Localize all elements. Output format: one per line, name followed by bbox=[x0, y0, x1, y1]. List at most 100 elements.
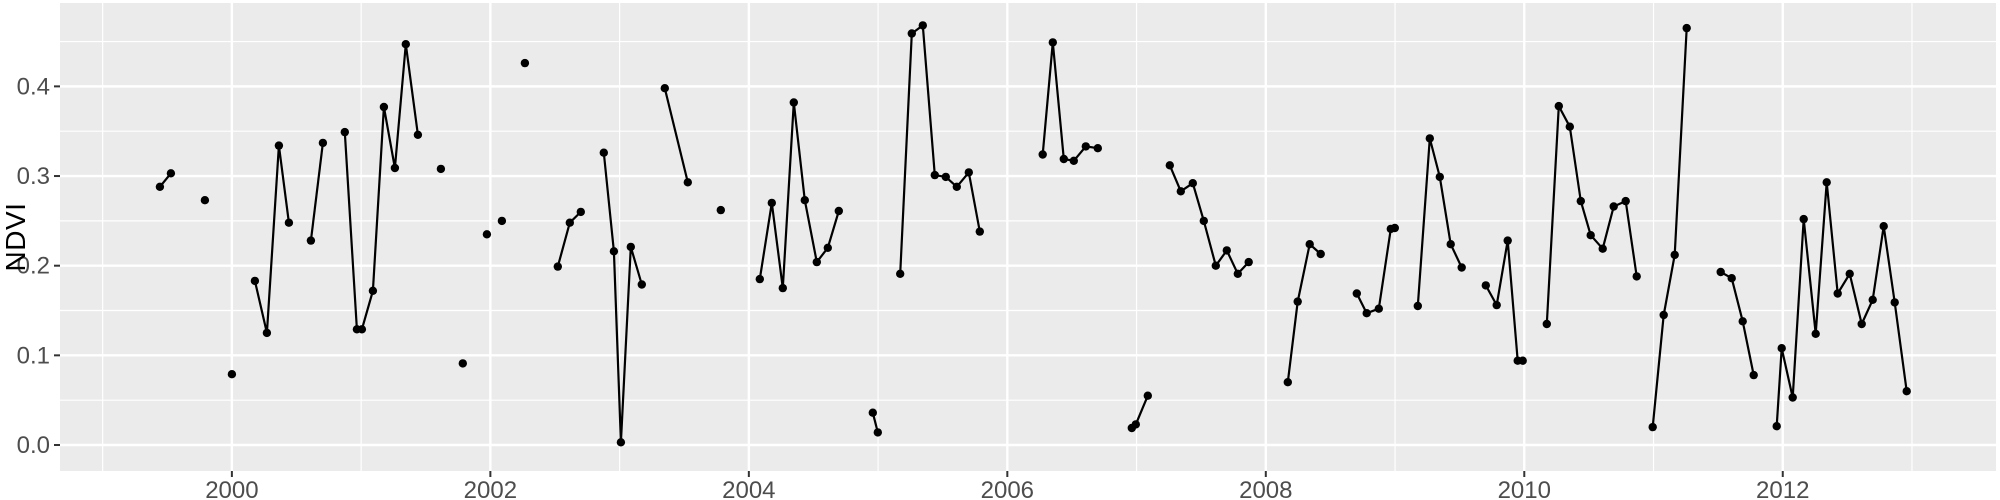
data-point bbox=[599, 148, 608, 157]
data-point bbox=[166, 169, 176, 178]
data-point bbox=[1902, 387, 1911, 396]
data-point bbox=[1435, 172, 1445, 182]
data-point bbox=[1446, 240, 1455, 249]
data-point bbox=[964, 168, 973, 177]
data-point bbox=[1305, 240, 1314, 249]
data-point bbox=[609, 247, 619, 256]
data-series-segment bbox=[663, 87, 689, 183]
data-point bbox=[1845, 269, 1854, 278]
data-point bbox=[227, 370, 237, 379]
data-point bbox=[1503, 236, 1512, 245]
data-point bbox=[1554, 101, 1564, 111]
plot-panel bbox=[60, 3, 1996, 471]
data-point bbox=[520, 58, 530, 68]
data-point bbox=[1165, 161, 1175, 170]
data-point bbox=[1518, 356, 1527, 365]
data-point bbox=[930, 170, 939, 180]
data-point bbox=[1244, 257, 1253, 267]
data-point bbox=[1413, 301, 1423, 311]
x-tick-label: 2006 bbox=[981, 477, 1034, 500]
data-point bbox=[975, 227, 984, 236]
data-point bbox=[482, 230, 492, 239]
data-point bbox=[1188, 179, 1198, 188]
data-point bbox=[155, 182, 165, 191]
data-point bbox=[401, 40, 410, 49]
data-point bbox=[1059, 154, 1069, 164]
data-point bbox=[1293, 297, 1302, 306]
data-point bbox=[1316, 249, 1325, 259]
data-point bbox=[1868, 295, 1877, 304]
data-point bbox=[1199, 216, 1209, 226]
data-point bbox=[1621, 196, 1630, 206]
data-point bbox=[952, 182, 961, 191]
data-point bbox=[1632, 272, 1641, 281]
data-point bbox=[1609, 202, 1618, 211]
data-point bbox=[497, 216, 507, 226]
data-point bbox=[318, 138, 328, 148]
data-point bbox=[660, 84, 669, 93]
data-point bbox=[1857, 319, 1866, 329]
y-tick-label: 0.0 bbox=[17, 432, 50, 459]
data-point bbox=[1648, 422, 1657, 432]
data-point bbox=[1481, 281, 1491, 290]
x-tick-label: 2010 bbox=[1498, 477, 1551, 500]
x-tick-label: 2000 bbox=[205, 477, 258, 500]
data-point bbox=[357, 325, 367, 334]
data-point bbox=[616, 438, 626, 447]
data-point bbox=[576, 207, 585, 217]
data-point bbox=[789, 98, 798, 107]
data-point bbox=[1374, 304, 1384, 313]
data-point bbox=[823, 243, 832, 252]
data-point bbox=[1716, 267, 1725, 277]
data-point bbox=[274, 141, 284, 150]
data-point bbox=[1176, 187, 1186, 196]
data-point bbox=[1598, 244, 1607, 253]
data-point bbox=[1586, 231, 1595, 240]
data-point bbox=[565, 218, 574, 227]
data-point bbox=[1222, 246, 1232, 255]
data-point bbox=[1283, 378, 1293, 387]
data-point bbox=[413, 130, 423, 139]
data-point bbox=[1772, 422, 1781, 431]
data-point bbox=[1727, 274, 1736, 283]
data-point bbox=[1890, 298, 1899, 307]
data-point bbox=[1670, 250, 1679, 260]
y-tick-label: 0.3 bbox=[17, 163, 50, 190]
data-point bbox=[1811, 329, 1820, 338]
data-point bbox=[306, 236, 316, 245]
data-point bbox=[683, 178, 692, 187]
data-point bbox=[1143, 391, 1153, 400]
data-point bbox=[1492, 300, 1501, 310]
data-point bbox=[379, 102, 389, 112]
data-point bbox=[812, 257, 821, 267]
data-point bbox=[458, 359, 467, 368]
data-point bbox=[626, 242, 635, 252]
data-point bbox=[941, 172, 950, 182]
data-point bbox=[1131, 420, 1141, 429]
data-point bbox=[767, 198, 776, 208]
data-point bbox=[918, 21, 927, 30]
data-point bbox=[1362, 309, 1371, 318]
data-point bbox=[262, 328, 272, 338]
data-point bbox=[340, 127, 349, 137]
data-point bbox=[1788, 393, 1797, 402]
data-point bbox=[368, 286, 378, 295]
data-point bbox=[1833, 289, 1842, 298]
data-point bbox=[800, 196, 809, 205]
data-point bbox=[1233, 269, 1243, 278]
data-point bbox=[1081, 142, 1091, 151]
data-point bbox=[1576, 196, 1586, 206]
data-series-segment bbox=[1286, 243, 1322, 383]
data-point bbox=[873, 428, 882, 437]
data-series-segment bbox=[1651, 28, 1688, 428]
data-point bbox=[553, 262, 562, 271]
data-point bbox=[390, 163, 400, 173]
data-point bbox=[907, 29, 916, 38]
data-point bbox=[284, 218, 294, 227]
data-point bbox=[1777, 344, 1786, 353]
data-point bbox=[778, 283, 787, 293]
x-tick-label: 2004 bbox=[722, 477, 775, 500]
data-point bbox=[868, 408, 877, 417]
data-point bbox=[200, 196, 210, 205]
